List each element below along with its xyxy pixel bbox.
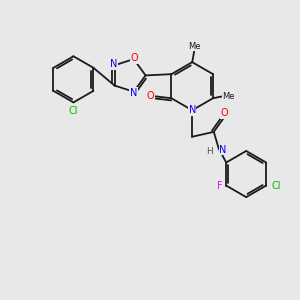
Text: F: F: [217, 181, 222, 190]
Text: Me: Me: [223, 92, 235, 101]
Text: O: O: [147, 91, 154, 101]
Text: N: N: [188, 105, 196, 115]
Text: Me: Me: [188, 42, 200, 51]
Text: Cl: Cl: [271, 181, 281, 190]
Text: N: N: [219, 145, 226, 154]
Text: N: N: [130, 88, 137, 98]
Text: O: O: [131, 53, 139, 63]
Text: N: N: [110, 59, 117, 69]
Text: H: H: [206, 147, 213, 156]
Text: Cl: Cl: [69, 106, 78, 116]
Text: O: O: [221, 108, 228, 118]
